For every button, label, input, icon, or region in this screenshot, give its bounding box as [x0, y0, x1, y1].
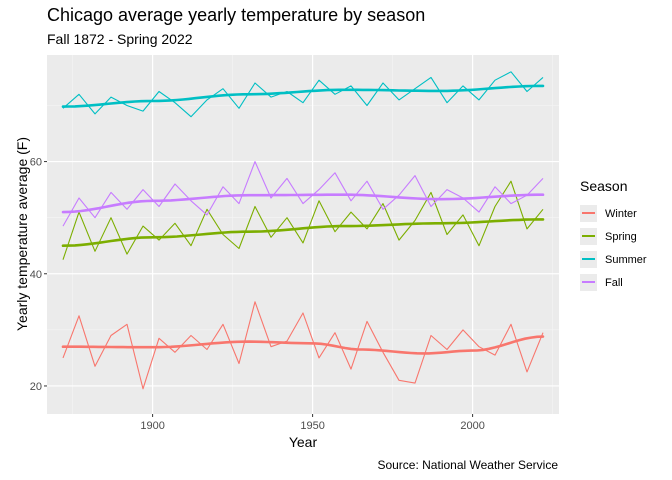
legend-label-summer: Summer	[605, 253, 647, 266]
legend-items: Winter Spring Summer Fall	[580, 202, 647, 294]
y-axis-label: Yearly temperature average (F)	[14, 136, 30, 332]
legend-label-fall: Fall	[605, 276, 623, 289]
trend-line-summer	[61, 84, 545, 108]
y-tick-label: 20	[30, 381, 42, 393]
legend-label-winter: Winter	[605, 207, 637, 220]
trend-line-fall	[61, 193, 545, 214]
legend-key-fall	[580, 274, 597, 291]
legend-swatch-summer	[582, 258, 595, 260]
x-tick-label: 2000	[460, 420, 484, 432]
axis-ticks: 1900 1950 2000 20 40 60	[30, 157, 485, 432]
trend-line-winter	[61, 335, 545, 355]
chart-caption: Source: National Weather Service	[377, 458, 558, 472]
legend-item-winter: Winter	[580, 202, 647, 225]
series-line-winter	[62, 301, 544, 390]
legend-title: Season	[580, 178, 628, 194]
legend-key-spring	[580, 228, 597, 245]
y-tick-label: 60	[30, 157, 42, 169]
legend-item-fall: Fall	[580, 271, 647, 294]
legend-swatch-winter	[582, 212, 595, 214]
x-axis-label: Year	[288, 434, 318, 450]
legend-item-summer: Summer	[580, 248, 647, 271]
x-tick-label: 1950	[300, 420, 324, 432]
legend: Season Winter Spring Summer Fall	[580, 178, 647, 294]
chart-subtitle: Fall 1872 - Spring 2022	[47, 31, 193, 47]
legend-item-spring: Spring	[580, 225, 647, 248]
legend-swatch-fall	[582, 281, 595, 283]
legend-label-spring: Spring	[605, 230, 637, 243]
legend-swatch-spring	[582, 235, 595, 237]
legend-key-winter	[580, 205, 597, 222]
x-tick-label: 1900	[140, 420, 164, 432]
y-tick-label: 40	[30, 269, 42, 281]
series-line-spring	[62, 180, 544, 260]
plot-panel	[47, 55, 559, 414]
series-layer	[61, 71, 545, 390]
legend-key-summer	[580, 251, 597, 268]
trend-line-spring	[61, 218, 545, 247]
series-line-summer	[62, 71, 544, 118]
chart-title: Chicago average yearly temperature by se…	[47, 5, 426, 25]
